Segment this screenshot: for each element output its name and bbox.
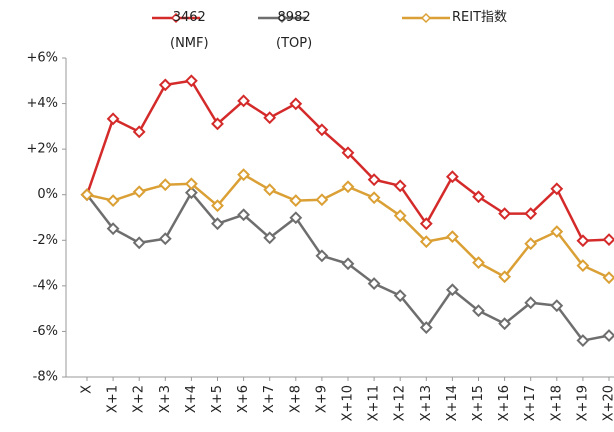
marker bbox=[367, 191, 381, 205]
marker bbox=[550, 225, 564, 239]
x-tick-label: X+2 bbox=[132, 385, 147, 413]
marker bbox=[367, 277, 381, 290]
legend-marker bbox=[170, 12, 182, 24]
marker bbox=[341, 146, 355, 160]
y-tick-label: +2% bbox=[26, 142, 58, 157]
marker bbox=[211, 217, 224, 231]
x-tick-label: X+15 bbox=[471, 385, 486, 421]
marker bbox=[576, 259, 590, 272]
marker bbox=[237, 94, 251, 108]
marker bbox=[419, 235, 433, 249]
y-tick-label: 0% bbox=[37, 187, 58, 202]
marker bbox=[132, 125, 146, 139]
marker bbox=[472, 190, 485, 204]
marker bbox=[419, 321, 433, 334]
x-tick-label: X+16 bbox=[497, 385, 512, 421]
marker bbox=[315, 193, 329, 207]
marker bbox=[445, 230, 459, 244]
marker bbox=[106, 222, 120, 236]
y-tick-label: +6% bbox=[26, 51, 58, 66]
marker bbox=[132, 185, 146, 199]
x-tick-label: X+6 bbox=[236, 385, 251, 413]
marker bbox=[367, 173, 381, 187]
marker bbox=[576, 334, 590, 347]
x-tick-label: X+4 bbox=[184, 385, 199, 413]
marker bbox=[445, 283, 459, 297]
marker bbox=[445, 170, 459, 184]
marker bbox=[498, 270, 512, 284]
marker bbox=[602, 329, 614, 342]
y-tick-label: -2% bbox=[33, 233, 58, 248]
x-tick-label: X+10 bbox=[341, 385, 356, 421]
y-tick-label: -4% bbox=[33, 278, 58, 293]
marker bbox=[158, 232, 172, 246]
x-tick-label: X+9 bbox=[314, 385, 329, 413]
y-tick-label: +4% bbox=[26, 96, 58, 111]
marker bbox=[498, 207, 512, 221]
marker bbox=[472, 256, 485, 270]
marker bbox=[524, 237, 538, 251]
marker bbox=[498, 317, 512, 331]
marker bbox=[550, 299, 564, 313]
marker bbox=[576, 234, 590, 248]
marker bbox=[289, 97, 303, 111]
marker bbox=[263, 111, 277, 125]
marker bbox=[419, 217, 433, 231]
marker bbox=[132, 236, 146, 250]
x-tick-label: X+3 bbox=[158, 385, 173, 413]
marker bbox=[184, 177, 198, 191]
y-tick-label: -6% bbox=[33, 324, 58, 339]
marker bbox=[184, 186, 198, 200]
marker bbox=[289, 194, 303, 208]
marker bbox=[184, 74, 198, 88]
x-tick-label: X+19 bbox=[575, 385, 590, 421]
x-tick-label: X+5 bbox=[210, 385, 225, 413]
marker bbox=[158, 78, 172, 92]
x-tick-label: X+1 bbox=[106, 385, 121, 413]
marker bbox=[393, 289, 407, 303]
marker bbox=[263, 231, 277, 245]
legend-marker bbox=[420, 12, 432, 24]
marker bbox=[550, 182, 564, 196]
marker bbox=[602, 271, 614, 285]
marker bbox=[237, 168, 251, 182]
x-tick-label: X+14 bbox=[445, 385, 460, 421]
x-tick-label: X+11 bbox=[367, 385, 382, 421]
legend-marker bbox=[276, 12, 288, 24]
marker bbox=[289, 211, 303, 225]
marker bbox=[341, 257, 355, 271]
marker bbox=[263, 183, 277, 197]
x-tick-label: X+13 bbox=[419, 385, 434, 421]
marker bbox=[472, 304, 485, 318]
marker bbox=[211, 199, 224, 213]
marker bbox=[393, 209, 407, 223]
x-tick-label: X bbox=[80, 385, 95, 394]
x-tick-label: X+7 bbox=[262, 385, 277, 413]
marker bbox=[315, 123, 329, 137]
marker bbox=[341, 180, 355, 194]
legend-label: 3462 (NMF) bbox=[170, 10, 209, 51]
x-tick-label: X+12 bbox=[393, 385, 408, 421]
marker bbox=[237, 208, 251, 222]
marker bbox=[524, 207, 538, 221]
x-tick-label: X+8 bbox=[288, 385, 303, 413]
marker bbox=[602, 233, 614, 247]
y-tick-label: -8% bbox=[33, 370, 58, 385]
x-tick-label: X+17 bbox=[523, 385, 538, 421]
marker bbox=[106, 194, 120, 208]
marker bbox=[80, 188, 94, 202]
marker bbox=[211, 117, 224, 131]
x-tick-label: X+18 bbox=[549, 385, 564, 421]
marker bbox=[106, 112, 120, 126]
marker bbox=[158, 178, 172, 192]
marker bbox=[524, 296, 538, 310]
legend-label: 8982 (TOP) bbox=[276, 10, 313, 51]
marker bbox=[315, 249, 329, 263]
legend-label: REIT指数 bbox=[452, 10, 508, 25]
x-tick-label: X+20 bbox=[602, 385, 614, 421]
marker bbox=[393, 179, 407, 193]
